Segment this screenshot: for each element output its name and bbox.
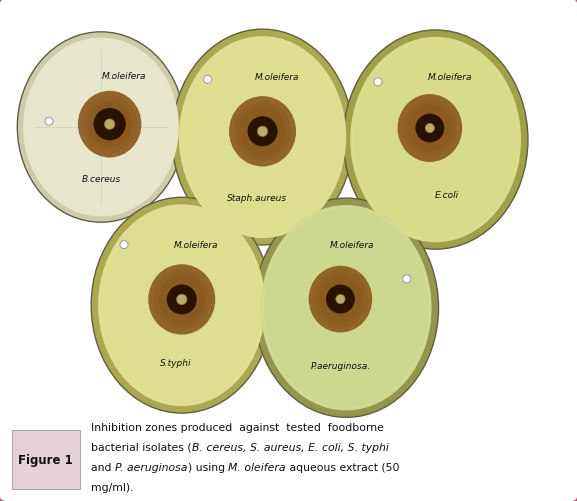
Text: Inhibition zones produced  against  tested  foodborne: Inhibition zones produced against tested… (91, 422, 384, 432)
Ellipse shape (45, 118, 53, 126)
Ellipse shape (407, 105, 452, 152)
Ellipse shape (204, 76, 212, 84)
Ellipse shape (229, 97, 296, 167)
Text: aqueous extract (50: aqueous extract (50 (286, 462, 399, 472)
Ellipse shape (374, 79, 382, 87)
Ellipse shape (326, 285, 355, 314)
Ellipse shape (98, 205, 265, 406)
Text: M.oleifera: M.oleifera (254, 73, 299, 82)
Text: E.coli: E.coli (435, 190, 459, 199)
Text: mg/ml).: mg/ml). (91, 482, 134, 492)
Ellipse shape (172, 30, 353, 245)
Ellipse shape (229, 97, 296, 167)
Text: M.oleifera: M.oleifera (102, 72, 147, 81)
Ellipse shape (88, 102, 132, 148)
Text: M.oleifera: M.oleifera (174, 240, 219, 249)
Ellipse shape (78, 92, 141, 158)
Ellipse shape (336, 295, 345, 304)
FancyBboxPatch shape (12, 430, 80, 489)
Ellipse shape (148, 265, 215, 335)
Ellipse shape (343, 31, 528, 249)
Ellipse shape (309, 266, 372, 333)
Ellipse shape (177, 295, 187, 305)
Ellipse shape (93, 109, 126, 141)
Ellipse shape (403, 275, 411, 284)
Text: S.typhi: S.typhi (160, 359, 192, 368)
Ellipse shape (398, 95, 462, 163)
Ellipse shape (309, 266, 372, 333)
Text: B. cereus, S. aureus, E. coli, S. typhi: B. cereus, S. aureus, E. coli, S. typhi (192, 442, 388, 452)
Ellipse shape (415, 114, 444, 143)
Ellipse shape (234, 102, 291, 162)
Text: bacterial isolates (: bacterial isolates ( (91, 442, 192, 452)
Ellipse shape (248, 117, 278, 147)
Ellipse shape (402, 100, 458, 157)
Text: M.oleifera: M.oleifera (428, 73, 473, 82)
Ellipse shape (398, 95, 462, 163)
Text: M. oleifera: M. oleifera (228, 462, 286, 472)
Text: ) using: ) using (188, 462, 228, 472)
Text: Figure 1: Figure 1 (18, 453, 73, 466)
Text: and: and (91, 462, 115, 472)
Ellipse shape (179, 37, 346, 238)
Ellipse shape (261, 205, 432, 411)
Ellipse shape (17, 33, 185, 223)
Text: Staph.aureus: Staph.aureus (227, 194, 287, 203)
Ellipse shape (167, 285, 197, 315)
Ellipse shape (158, 276, 205, 325)
Ellipse shape (83, 97, 137, 153)
Text: P. aeruginosa: P. aeruginosa (115, 462, 188, 472)
Ellipse shape (257, 127, 268, 137)
Ellipse shape (148, 265, 215, 335)
Ellipse shape (23, 39, 179, 217)
Ellipse shape (120, 241, 128, 249)
Text: B.cereus: B.cereus (81, 175, 121, 184)
Ellipse shape (153, 270, 210, 330)
Ellipse shape (350, 38, 521, 243)
Ellipse shape (319, 276, 362, 323)
Ellipse shape (104, 120, 115, 130)
Ellipse shape (313, 271, 368, 328)
Ellipse shape (425, 124, 434, 133)
Text: P.aeruginosa.: P.aeruginosa. (310, 361, 370, 370)
Ellipse shape (254, 199, 439, 417)
Ellipse shape (91, 198, 272, 413)
Ellipse shape (239, 108, 286, 157)
Ellipse shape (78, 92, 141, 158)
Text: M.oleifera: M.oleifera (329, 240, 374, 249)
